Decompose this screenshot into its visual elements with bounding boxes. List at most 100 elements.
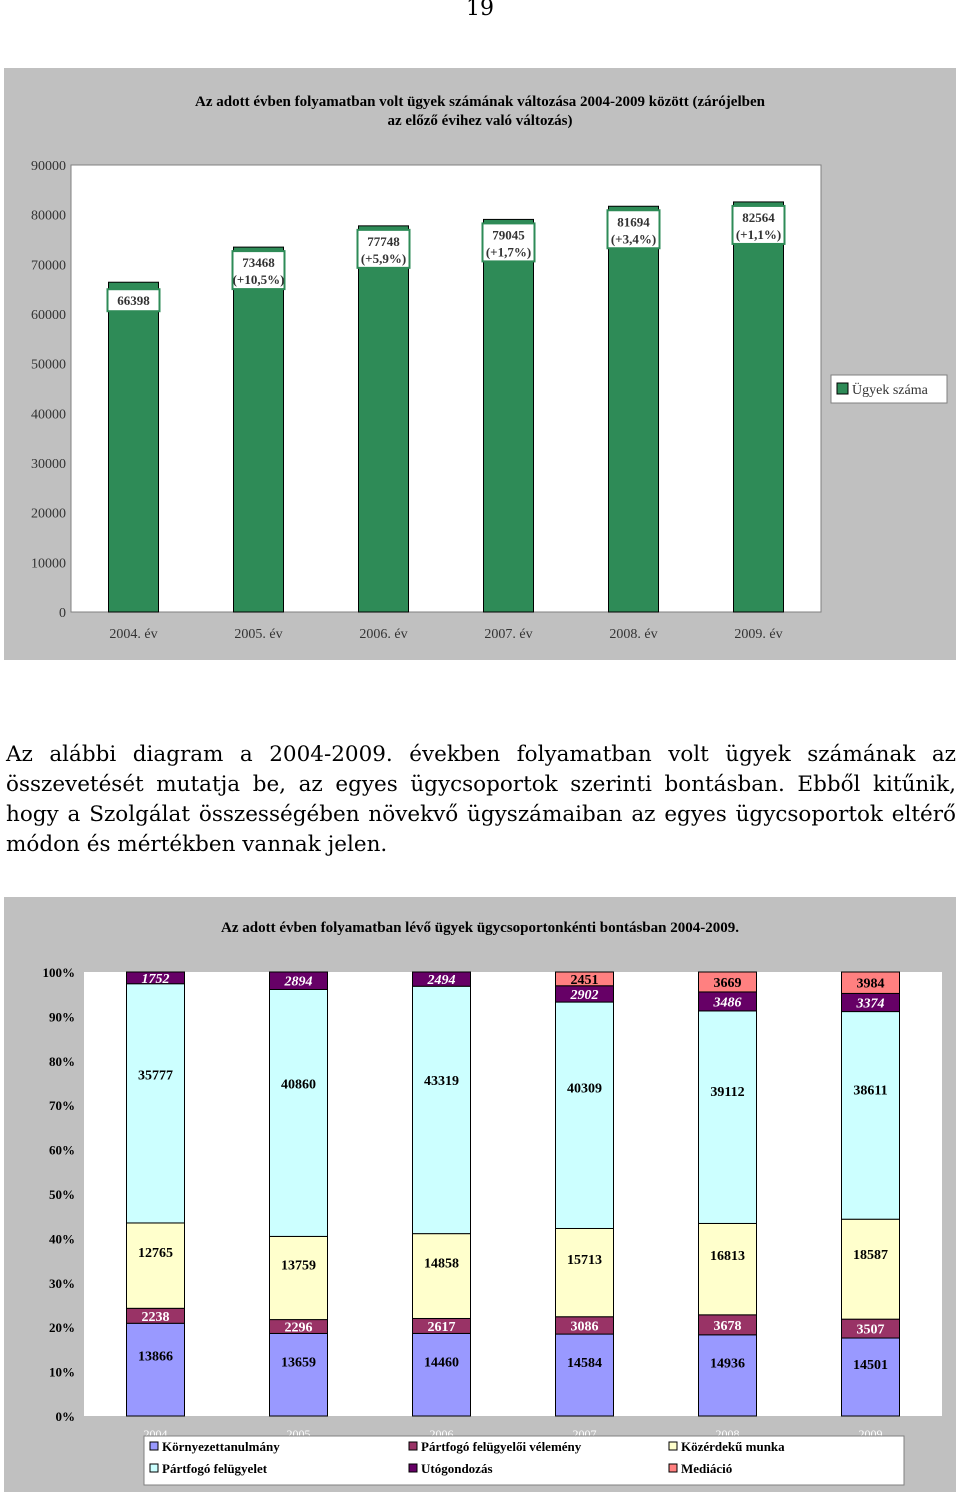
data-label: (+5,9%) <box>361 251 406 266</box>
segment-label: 40860 <box>281 1077 316 1092</box>
legend-box <box>830 374 948 404</box>
case-group-stacked-chart: Az adott évben folyamatban lévő ügyek üg… <box>43 920 942 1486</box>
segment-label: 13759 <box>281 1259 316 1274</box>
y-tick-label: 20% <box>49 1320 75 1335</box>
segment-label: 15713 <box>567 1253 602 1268</box>
x-tick-label: 2008. év <box>609 627 657 642</box>
segment-label: 3486 <box>713 995 742 1010</box>
plot-area <box>84 972 942 1416</box>
x-tick-label: 2006. év <box>359 627 407 642</box>
chart-panel-case-counts: Az adott évben folyamatban volt ügyek sz… <box>4 68 956 660</box>
bar <box>233 246 284 613</box>
body-paragraph: Az alábbi diagram a 2004-2009. években f… <box>6 741 956 857</box>
legend-swatch <box>668 1463 678 1473</box>
data-label-box <box>231 250 286 291</box>
stacked-segment <box>555 1333 614 1417</box>
legend-label: Utógondozás <box>421 1461 493 1476</box>
segment-label: 40309 <box>567 1082 602 1097</box>
stacked-segment <box>841 1011 900 1220</box>
segment-label: 3507 <box>857 1323 885 1338</box>
y-tick-label: 30% <box>49 1276 75 1291</box>
stacked-segment <box>126 971 185 985</box>
y-tick-label: 20000 <box>31 507 66 522</box>
stacked-segment <box>126 1222 185 1309</box>
segment-label: 35777 <box>138 1068 173 1083</box>
data-label-box <box>481 222 536 263</box>
stacked-segment <box>269 988 328 1237</box>
legend-swatch <box>836 382 849 395</box>
data-label-box <box>731 204 786 245</box>
stacked-segment <box>269 1332 328 1417</box>
chart-title-line-1: Az adott évben folyamatban volt ügyek sz… <box>195 94 766 110</box>
segment-label: 2296 <box>285 1321 313 1336</box>
segment-label: 3984 <box>857 977 885 992</box>
segment-label: 2894 <box>284 975 313 990</box>
segment-label: 13866 <box>138 1349 173 1364</box>
y-tick-label: 70000 <box>31 258 66 273</box>
x-tick-label: 2009. év <box>734 627 782 642</box>
legend-swatch <box>149 1441 159 1451</box>
y-tick-label: 40% <box>49 1231 75 1246</box>
segment-label: 18587 <box>853 1248 888 1263</box>
plot-area <box>70 164 822 613</box>
chart-title: Az adott évben folyamatban volt ügyek sz… <box>195 94 766 129</box>
stacked-segment <box>698 1334 757 1417</box>
stacked-segment <box>412 971 471 987</box>
stacked-segment <box>841 971 900 994</box>
segment-label: 1752 <box>142 972 170 987</box>
y-tick-label: 10% <box>49 1365 75 1380</box>
y-tick-label: 80000 <box>31 209 66 224</box>
x-tick-label: 2004. év <box>109 627 157 642</box>
stacked-segment <box>555 1001 614 1229</box>
legend-label: Ügyek száma <box>852 381 929 398</box>
bar <box>733 201 784 613</box>
bar <box>358 225 409 613</box>
legend-swatch <box>408 1463 418 1473</box>
stacked-segment <box>269 971 328 990</box>
y-tick-label: 100% <box>43 965 76 980</box>
legend-label: Pártfogó felügyelet <box>162 1461 268 1476</box>
segment-label: 14936 <box>710 1356 745 1371</box>
segment-label: 2238 <box>142 1310 170 1325</box>
legend-box <box>143 1435 905 1486</box>
stacked-segment <box>841 1337 900 1417</box>
y-tick-label: 80% <box>49 1054 75 1069</box>
legend-label: Környezettanulmány <box>162 1439 280 1454</box>
stacked-segment <box>555 971 614 987</box>
y-tick-label: 50% <box>49 1187 75 1202</box>
segment-label: 3669 <box>714 976 742 991</box>
y-tick-label: 90% <box>49 1009 75 1024</box>
stacked-segment <box>698 1010 757 1224</box>
stacked-segment <box>412 1233 471 1319</box>
y-tick-label: 30000 <box>31 457 66 472</box>
y-tick-label: 70% <box>49 1098 75 1113</box>
segment-label: 14858 <box>424 1257 459 1272</box>
data-label: (+10,5%) <box>233 272 285 287</box>
x-tick-label: 2005. év <box>234 627 282 642</box>
segment-label: 2494 <box>427 973 456 988</box>
stacked-segment <box>269 1235 328 1321</box>
chart-title-line-2: az előző évihez való változás) <box>388 113 573 129</box>
data-label-box <box>606 209 661 250</box>
data-label: 73468 <box>242 255 275 270</box>
stacked-segment <box>841 1218 900 1320</box>
y-tick-label: 50000 <box>31 358 66 373</box>
bar <box>108 281 159 613</box>
segment-label: 38611 <box>853 1084 887 1099</box>
stacked-segment <box>698 1222 757 1316</box>
segment-label: 2902 <box>570 988 599 1003</box>
data-label: 82564 <box>742 210 775 225</box>
stacked-segment <box>126 983 185 1224</box>
segment-label: 14501 <box>853 1358 888 1373</box>
data-label: (+1,7%) <box>486 244 531 259</box>
bar <box>483 218 534 613</box>
legend-swatch <box>668 1441 678 1451</box>
data-label: 77748 <box>367 234 400 249</box>
case-count-bar-chart: Az adott évben folyamatban volt ügyek sz… <box>31 94 948 642</box>
stacked-segment <box>698 971 757 993</box>
segment-label: 2451 <box>571 973 599 988</box>
y-tick-label: 60000 <box>31 308 66 323</box>
segment-label: 3678 <box>714 1319 742 1334</box>
stacked-segment <box>126 1322 185 1417</box>
legend-swatch <box>149 1463 159 1473</box>
